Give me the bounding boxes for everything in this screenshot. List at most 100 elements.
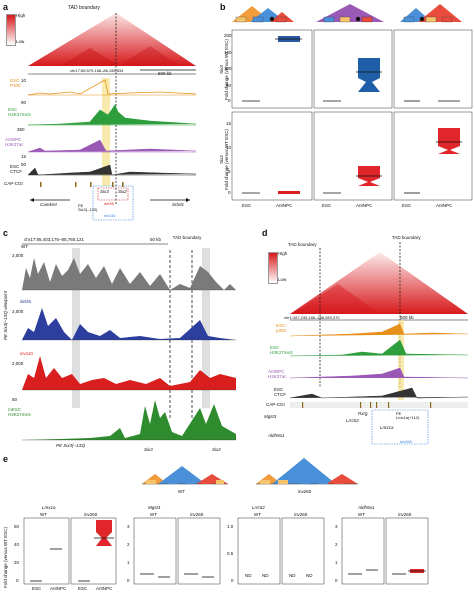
panel-a-coords: chr17:85,579,168–86,156,834 xyxy=(70,68,124,73)
panel-c-wt-track xyxy=(22,258,236,290)
panel-b-x-esc-3: ESC xyxy=(402,203,412,208)
panel-c-max-wt: 2,000 xyxy=(12,253,24,258)
panel-e-aldh9a1-tick-0: 0 xyxy=(335,578,338,583)
panel-a-gene-six3: Six3 xyxy=(100,189,109,194)
panel-e-aldh9a1-mut: inv260 xyxy=(398,512,412,517)
panel-a-track-p300-max: 10 xyxy=(21,78,27,83)
panel-b-letter: b xyxy=(220,2,226,12)
panel-e-gene-lrrc52: Lrrc52 xyxy=(252,505,265,510)
panel-d-cap-cgi: CAP-CGI xyxy=(266,402,285,407)
panel-a-track-ctcf: ESC CTCF xyxy=(10,164,22,174)
panel-d-gene-lrrc52: Lrrc52 xyxy=(346,418,359,423)
panel-c-viewpoint: PE Six3(–133) viewpoint xyxy=(3,290,8,340)
panel-a-gene-camkmt: Camkmt xyxy=(40,202,57,207)
panel-a-pe: PE Six3(–133) xyxy=(78,203,98,212)
panel-a-track-ctcf-max: 50 xyxy=(21,162,27,167)
panel-a-track-h3k27me3: ESC H3K27me3 xyxy=(8,107,31,117)
panel-a-heatmap xyxy=(28,13,196,66)
panel-e-mgst3-tick-0: 0 xyxy=(127,578,130,583)
panel-b-r1-tick-1: 50 xyxy=(226,83,232,88)
panel-b-cartoon-3 xyxy=(400,4,462,23)
panel-d-heat-high: High xyxy=(278,251,288,256)
panel-e-lrrc52-tick-0: 0 xyxy=(231,578,234,583)
panel-e-mgst3-tick-2: 2 xyxy=(127,542,130,547)
panel-d-inv260: inv260 xyxy=(400,439,412,444)
panel-b-x-npc-1: AntNPC xyxy=(276,203,293,208)
panel-e-aldh9a1-wt: WT xyxy=(358,512,365,517)
panel-c-letter: c xyxy=(3,228,9,238)
panel-e-lmx1a-wt: WT xyxy=(40,512,47,517)
panel-e-lmx1a-tick-3: 60 xyxy=(14,524,20,529)
panel-e-letter: e xyxy=(3,454,9,464)
panel-e-lrrc52-tick-2: 1.0 xyxy=(227,524,234,529)
panel-c-label-wt: WT xyxy=(21,244,28,249)
panel-c-six2: Six2 xyxy=(212,447,221,452)
panel-d-track-h3k27me3: ESC H3K27me3 xyxy=(270,345,293,355)
panel-c-inv110-track xyxy=(22,356,236,390)
panel-d-gene-aldh9a1: Aldh9a1 xyxy=(268,433,285,438)
panel-b-cartoon-2 xyxy=(316,4,384,23)
panel-a-track-h3k27ac-max: 350 xyxy=(17,127,25,132)
panel-b-svg xyxy=(231,4,473,201)
panel-e-lmx1a-tick-2: 40 xyxy=(14,542,20,547)
panel-a-track-p300: ESC P300 xyxy=(10,78,21,88)
panel-d-letter: d xyxy=(262,228,268,238)
panel-d-scale: 500 kb xyxy=(400,315,414,320)
panel-e-nd-1: ND xyxy=(245,573,252,578)
panel-d-track-ctcf: ESC CTCF xyxy=(274,387,286,397)
panel-e-gene-mgst3: Mgst3 xyxy=(148,505,161,510)
panel-c-scale: 50 kb xyxy=(150,237,162,242)
panel-d-tad-right: TAD boundary xyxy=(392,235,421,240)
panel-b-r2-tick-1: 5 xyxy=(228,169,231,174)
panel-c-six3: Six3 xyxy=(144,447,153,452)
panel-e-aldh9a1-tick-3: 3 xyxy=(335,524,338,529)
panel-e-x-esc-1: ESC xyxy=(32,586,42,591)
panel-c-max-del36: 2,000 xyxy=(12,309,24,314)
panel-e-nd-2: ND xyxy=(262,573,269,578)
panel-a-track-h3k27ac: AntNPC H3K27ac xyxy=(5,137,24,147)
panel-b-row2-ylabel: Six2 Fold change (versus WT ESC) xyxy=(219,129,229,190)
panel-e-cartoon-wt xyxy=(142,466,228,485)
panel-d-svg xyxy=(289,242,469,445)
panel-d-heatmap xyxy=(290,252,468,314)
panel-c-tad-label: TAD boundary xyxy=(172,235,202,240)
panel-e-cartoon-inv-label: inv260 xyxy=(298,489,312,494)
panel-d-heat-low: Low xyxy=(278,277,287,282)
panel-e-nd-4: ND xyxy=(306,573,313,578)
panel-e-lmx1a-tick-1: 20 xyxy=(14,560,20,565)
panel-e-cartoon-wt-label: WT xyxy=(178,489,185,494)
panel-a-cap-cgi: CAP-CGI xyxy=(4,181,23,186)
panel-e-cartoon-inv260 xyxy=(256,458,358,485)
panel-d-gene-rxrg: Rxrg xyxy=(358,411,368,416)
panel-e-svg xyxy=(23,458,429,585)
panel-b-r1-tick-4: 200 xyxy=(224,33,232,38)
panel-b-x-npc-3: AntNPC xyxy=(436,203,453,208)
panel-b-r1-tick-3: 150 xyxy=(224,50,232,55)
panel-e-mgst3-tick-1: 1 xyxy=(127,560,130,565)
panel-c-label-inv110: inv110 xyxy=(20,351,33,356)
panel-e-gene-aldh9a1: Aldh9a1 xyxy=(358,505,375,510)
panel-e-lmx1a-mut: inv260 xyxy=(84,512,98,517)
panel-d-gene-lmx1a: Lmx1a xyxy=(380,425,394,430)
panel-b-x-esc-1: ESC xyxy=(242,203,252,208)
panel-c-del36-track xyxy=(22,308,236,340)
panel-b-x-npc-2: AntNPC xyxy=(356,203,373,208)
panel-d-gene-mgst3: Mgst3 xyxy=(264,414,277,419)
panel-c-max-h3k27me3: 50 xyxy=(12,397,18,402)
panel-a-gene-srbd1: Srbd1 xyxy=(172,202,185,207)
panel-d-pe: PE Lmx1a(+112) xyxy=(396,411,420,420)
panel-a-heat-low: Low xyxy=(16,39,25,44)
panel-b-r1-tick-2: 100 xyxy=(224,66,232,71)
panel-d-tad-left: TAD boundary xyxy=(288,242,317,247)
panel-a-track-h3k27me3-max: 90 xyxy=(21,100,27,105)
panel-a-heat-high: High xyxy=(16,13,26,18)
panel-d-track-p300: ESC p300 xyxy=(276,323,287,333)
panel-a-extra-max: 15 xyxy=(21,154,27,159)
panel-b-r2-tick-3: 15 xyxy=(226,121,232,126)
panel-c-max-inv110: 2,000 xyxy=(12,361,24,366)
panel-e-aldh9a1-tick-1: 1 xyxy=(335,560,338,565)
panel-a-highlight xyxy=(102,78,110,186)
panel-e-lrrc52-mut: inv260 xyxy=(294,512,308,517)
panel-c-label-h3k27me3: mESC H3K27me3 xyxy=(8,407,31,417)
panel-a-tad-label: TAD boundary xyxy=(68,5,100,11)
